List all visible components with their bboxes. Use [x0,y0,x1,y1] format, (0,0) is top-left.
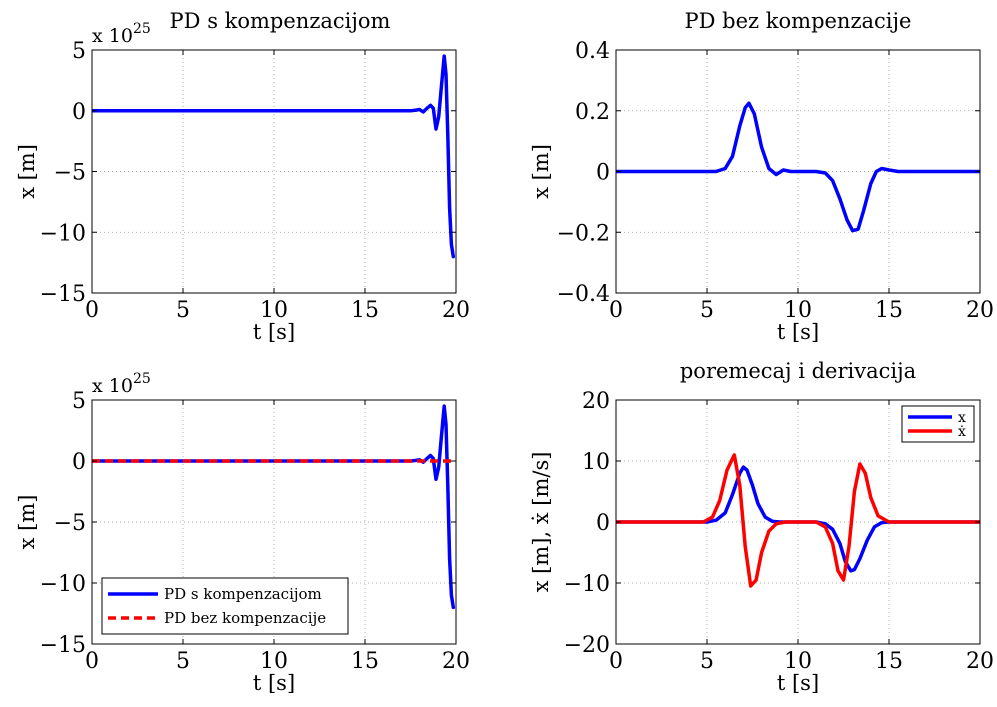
x-axis-label: t [s] [777,320,819,344]
axis-exponent-label: x 1025 [92,21,151,47]
y-tick-label: −5 [54,161,86,186]
series-line-1 [92,54,456,259]
legend: PD s kompenzacijom PD bez kompenzacije [101,577,349,635]
x-axis-label: t [s] [253,320,295,344]
x-tick-label: 5 [176,298,190,323]
y-tick-label: 0 [596,161,610,186]
y-tick-label: 0.4 [575,39,610,64]
y-tick-label: −20 [564,633,610,658]
y-tick-label: 5 [72,39,86,64]
chart-panel-4: 0 5 10 15 20 20 10 0 −10 −20 t [s] x [m], ẋ [m/s] po… [529,359,994,695]
y-tick-label: −15 [40,633,86,658]
x-tick-label: 5 [176,649,190,674]
x-tick-label: 20 [966,649,994,674]
chart-panel-3: 0 5 10 15 20 5 0 −5 −10 −15 t [s] x [m] x 1025 PD s k… [15,371,470,695]
y-tick-label: 0 [72,100,86,125]
series-line-1 [616,101,980,233]
y-tick-label: −0.4 [557,282,610,307]
y-axis-label: x [m], ẋ [m/s] [529,452,553,593]
x-tick-label: 20 [442,298,470,323]
x-tick-label: 0 [85,298,99,323]
y-tick-label: 0 [596,511,610,536]
legend: xẋ [901,405,975,443]
y-axis-label: x [m] [529,144,553,199]
legend-entry: ẋ [958,424,966,440]
x-tick-label: 5 [700,298,714,323]
x-tick-label: 0 [609,649,623,674]
y-tick-label: −5 [54,511,86,536]
exponent-base: x 10 [92,375,133,397]
y-tick-label: 0.2 [575,100,610,125]
exponent-base: x 10 [92,25,133,47]
y-tick-label: 5 [72,389,86,414]
chart-panel-2: 0 5 10 15 20 0.4 0.2 0 −0.2 −0.4 t [s] x [m] PD bez … [529,9,994,344]
exponent-power: 25 [133,371,151,387]
x-tick-label: 20 [966,298,994,323]
y-tick-label: −10 [564,572,610,597]
x-tick-label: 10 [784,298,812,323]
y-axis-label: x [m] [15,144,39,199]
legend-entry: PD s kompenzacijom [164,585,322,603]
legend-entry: x [958,410,966,426]
y-tick-label: −10 [40,221,86,246]
x-axis-label: t [s] [253,671,295,695]
y-axis-label: x [m] [15,495,39,550]
x-tick-label: 15 [351,649,379,674]
x-tick-label: 10 [260,298,288,323]
chart-title: poremecaj i derivacija [680,359,916,383]
y-tick-label: 0 [72,450,86,475]
y-tick-label: −0.2 [557,221,610,246]
legend-box [101,577,349,635]
y-tick-label: −10 [40,572,86,597]
x-tick-label: 15 [875,649,903,674]
legend-box [901,405,975,443]
x-tick-label: 0 [609,298,623,323]
y-tick-label: 20 [582,389,610,414]
x-tick-label: 10 [260,649,288,674]
x-tick-label: 15 [351,298,379,323]
x-tick-label: 0 [85,649,99,674]
legend-entry: PD bez kompenzacije [164,609,326,627]
chart-panel-1: 0 5 10 15 20 5 0 −5 −10 −15 t [s] x [m] PD s kompenz… [15,9,470,344]
axis-exponent-label: x 1025 [92,371,151,397]
x-tick-label: 10 [784,649,812,674]
chart-title: PD s kompenzacijom [170,9,391,33]
y-tick-label: −15 [40,282,86,307]
series-line-2 [616,453,980,588]
x-tick-label: 15 [875,298,903,323]
x-tick-label: 5 [700,649,714,674]
y-tick-label: 10 [582,450,610,475]
x-axis-label: t [s] [777,671,819,695]
chart-title: PD bez kompenzacije [685,9,912,33]
exponent-power: 25 [133,21,151,37]
x-tick-label: 20 [442,649,470,674]
